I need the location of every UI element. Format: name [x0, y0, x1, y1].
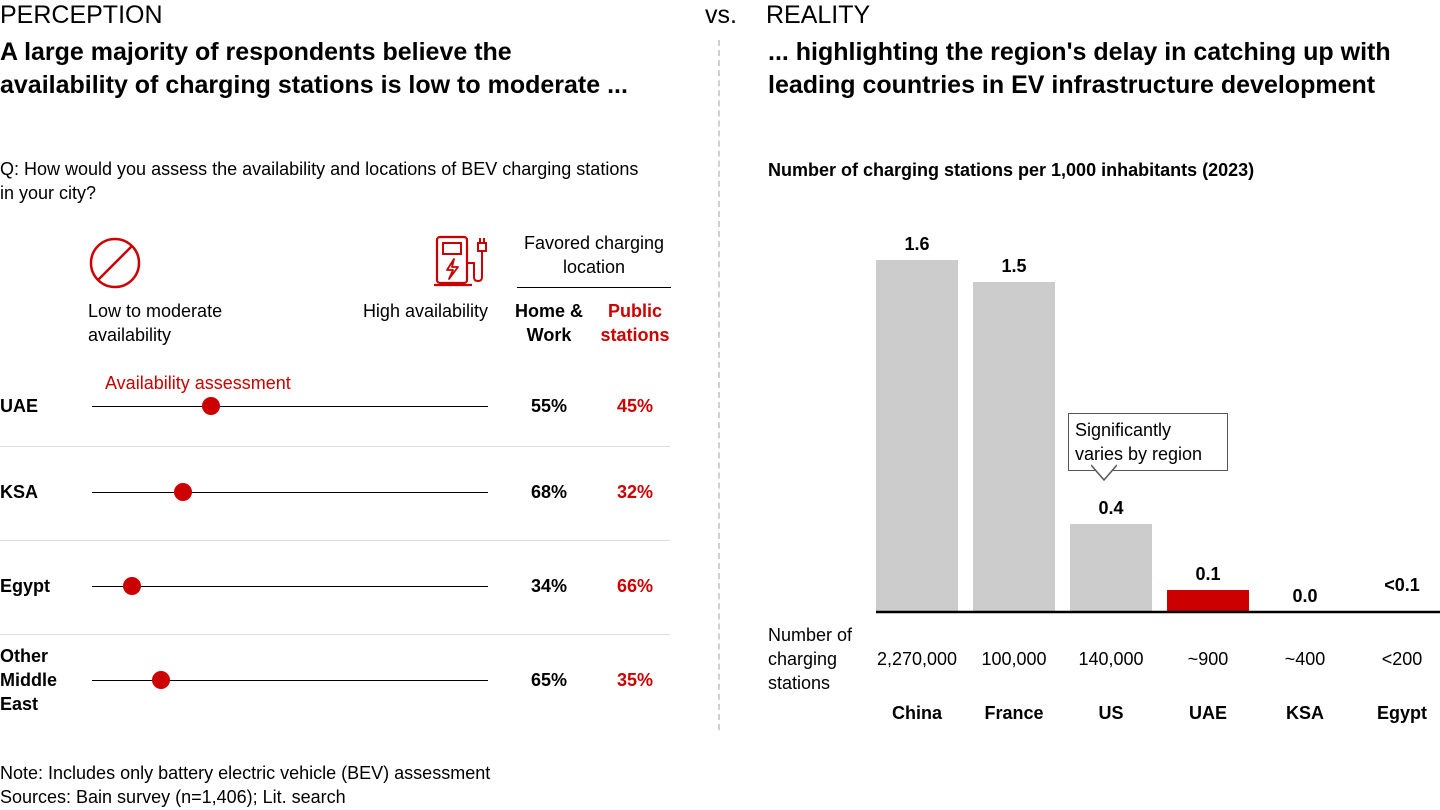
- station-count-label: 100,000: [981, 649, 1047, 669]
- survey-question: Q: How would you assess the availability…: [0, 159, 639, 203]
- ev-charger-icon: [434, 235, 487, 287]
- callout-pointer: [1091, 464, 1117, 482]
- assessment-scale-line: [92, 586, 488, 587]
- stations-label: Number of charging stations: [768, 625, 853, 693]
- favored-header-rule: [517, 287, 671, 288]
- assessment-scale-line: [92, 492, 488, 493]
- home-work-value: 55%: [530, 396, 568, 416]
- row-region-label: KSA: [0, 482, 39, 502]
- assessment-label: Availability assessment: [105, 373, 291, 393]
- perception-label: PERCEPTION: [0, 1, 163, 29]
- assessment-marker: [122, 577, 141, 595]
- row-separator: [0, 634, 670, 635]
- note-text: Note: Includes only battery electric veh…: [0, 763, 491, 783]
- assessment-marker: [152, 671, 171, 689]
- home-work-value: 68%: [530, 482, 568, 502]
- bar-us: [1070, 524, 1152, 612]
- reality-label: REALITY: [766, 1, 871, 29]
- col-public-stations: Public stations: [600, 301, 670, 345]
- favored-location-header: Favored charging location: [523, 233, 665, 277]
- station-count-label: ~900: [1187, 649, 1229, 669]
- bar-value-label: 1.5: [1001, 256, 1026, 276]
- station-count-label: ~400: [1284, 649, 1326, 669]
- row-separator: [0, 540, 670, 541]
- row-region-label: Egypt: [0, 576, 51, 596]
- row-region-label: UAE: [0, 396, 39, 416]
- assessment-marker: [174, 483, 193, 501]
- public-stations-value: 45%: [616, 396, 654, 416]
- category-label: KSA: [1285, 703, 1324, 723]
- sources-text: Sources: Bain survey (n=1,406); Lit. sea…: [0, 787, 346, 807]
- home-work-value: 34%: [530, 576, 568, 596]
- row-region-label: Other Middle East: [0, 646, 57, 714]
- category-label: UAE: [1188, 703, 1227, 723]
- public-stations-value: 35%: [616, 670, 654, 690]
- bar-chart: 1.6 1.5 0.4 0.1 0.0 <0.1: [876, 234, 1440, 614]
- right-headline: ... highlighting the region's delay in c…: [768, 38, 1391, 99]
- bar-value-label: <0.1: [1384, 575, 1420, 595]
- bar-china: [876, 260, 958, 612]
- left-headline: A large majority of respondents believe …: [0, 38, 628, 99]
- station-count-label: 2,270,000: [876, 649, 958, 669]
- bar-france: [973, 282, 1055, 612]
- chart-title: Number of charging stations per 1,000 in…: [768, 160, 1255, 180]
- category-label: Egypt: [1376, 703, 1427, 723]
- assessment-scale-line: [92, 406, 488, 407]
- public-stations-value: 32%: [616, 482, 654, 502]
- station-count-label: 140,000: [1078, 649, 1144, 669]
- callout-box: Significantly varies by region: [1068, 413, 1228, 471]
- low-availability-label: Low to moderate availability: [88, 301, 223, 345]
- prohibited-icon: [89, 237, 141, 289]
- assessment-marker: [201, 397, 220, 415]
- category-label: US: [1098, 703, 1124, 723]
- category-label: China: [891, 703, 942, 723]
- vs-label: vs.: [705, 1, 737, 29]
- bar-value-label: 0.1: [1195, 564, 1220, 584]
- station-count-label: <200: [1381, 649, 1423, 669]
- row-separator: [0, 446, 670, 447]
- bar-value-label: 0.0: [1292, 586, 1317, 606]
- bar-uae: [1167, 590, 1249, 612]
- col-home-work: Home & Work: [514, 301, 583, 345]
- high-availability-label: High availability: [362, 301, 488, 321]
- category-label: France: [984, 703, 1044, 723]
- bar-value-label: 0.4: [1098, 498, 1123, 518]
- assessment-scale-line: [92, 680, 488, 681]
- panel-divider: [718, 40, 720, 730]
- bar-value-label: 1.6: [904, 234, 929, 254]
- public-stations-value: 66%: [616, 576, 654, 596]
- home-work-value: 65%: [530, 670, 568, 690]
